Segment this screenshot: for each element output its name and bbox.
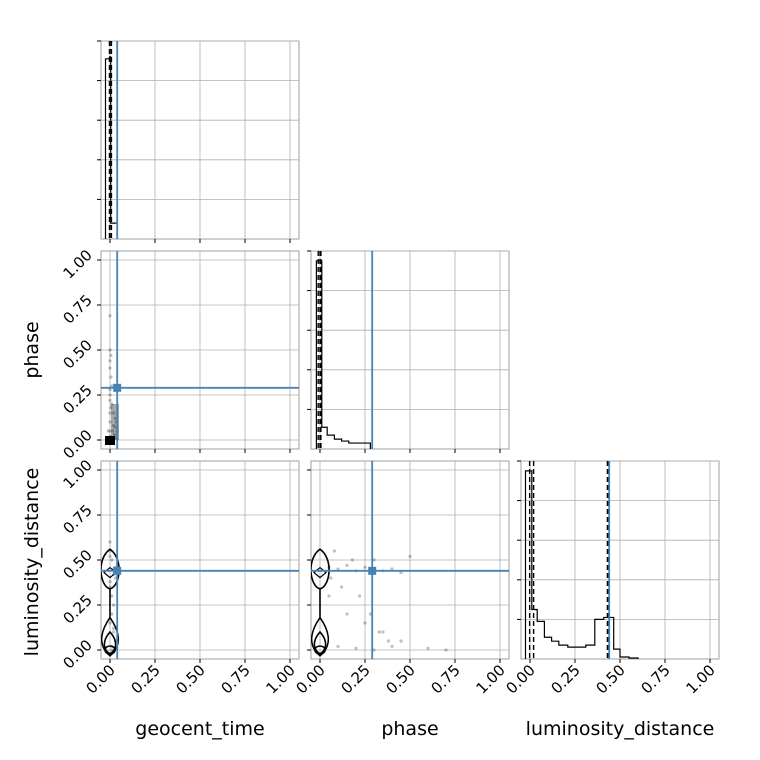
scatter-geocent-time-phase-point-21 (108, 429, 112, 433)
scatter-geocent-time-phase-point-3 (108, 359, 112, 363)
scatter-geocent-time-phase-point-0 (108, 314, 112, 318)
scatter-phase-luminosity-distance-point-24 (345, 612, 349, 616)
scatter-phase-luminosity-distance-contour-outer (311, 548, 330, 657)
scatter-geocent-time-phase-truth-marker (113, 383, 122, 392)
scatter-geocent-time-luminosity-distance-point-4 (113, 576, 117, 580)
scatter-phase-luminosity-distance-point-27 (399, 639, 403, 643)
scatter-geocent-time-luminosity-distance-truth-marker (113, 566, 122, 575)
scatter-phase-luminosity-distance-point-17 (336, 644, 340, 649)
scatter-geocent-time-phase-density-core (105, 436, 115, 445)
axis-labels: geocent_time phase luminosity_distance p… (21, 321, 714, 740)
scatter-phase-luminosity-distance-truth-marker (368, 566, 377, 575)
scatter-geocent-time-phase-point-18 (112, 433, 117, 437)
scatter-geocent-time-luminosity-distance-point-7 (112, 603, 116, 607)
hist-luminosity-distance-histogram (524, 470, 639, 659)
scatter-geocent-time-luminosity-distance-point-0 (108, 540, 112, 544)
scatter-phase-luminosity-distance-point-22 (444, 648, 448, 652)
scatter-phase-luminosity-distance-point-13 (358, 594, 362, 598)
scatter-geocent-time-phase-point-17 (111, 429, 115, 433)
scatter-geocent-time-luminosity-distance-contour-outer (101, 548, 120, 657)
scatter-geocent-time-phase-density-streak (111, 404, 119, 440)
scatter-phase-luminosity-distance-point-11 (340, 585, 344, 589)
scatter-geocent-time-phase-point-16 (106, 429, 110, 433)
scatter-phase-luminosity-distance-point-9 (408, 554, 412, 559)
scatter-geocent-time-phase-point-9 (108, 398, 112, 402)
scatter-phase-luminosity-distance-point-8 (399, 571, 403, 575)
scatter-phase-luminosity-distance-point-15 (377, 630, 381, 634)
scatter-geocent-time-phase-point-12 (113, 416, 117, 420)
scatter-geocent-time-phase-point-10 (110, 402, 114, 406)
scatter-geocent-time-phase-point-19 (109, 406, 113, 410)
scatter-phase-luminosity-distance-point-2 (345, 563, 349, 568)
scatter-geocent-time-phase-point-14 (113, 425, 117, 429)
ylabel-luminosity-distance: luminosity_distance (21, 468, 43, 657)
scatter-geocent-time-phase-point-4 (108, 366, 112, 370)
scatter-phase-luminosity-distance-point-28 (332, 549, 336, 553)
scatter-geocent-time-phase-point-6 (110, 384, 114, 388)
scatter-geocent-time-phase-point-7 (108, 388, 112, 392)
scatter-phase-luminosity-distance-point-23 (327, 594, 331, 598)
scatter-geocent-time-phase-point-23 (112, 424, 116, 428)
scatter-phase-luminosity-distance-contour-upper (313, 566, 327, 579)
xlabel-luminosity-distance: luminosity_distance (526, 718, 715, 740)
scatter-geocent-time-luminosity-distance-panel: 0.00 0.25 0.50 0.75 1.000.000.250.500.751.00 (59, 456, 300, 697)
scatter-geocent-time-luminosity-distance-point-6 (110, 594, 114, 598)
scatter-phase-luminosity-distance-point-4 (363, 565, 367, 569)
xlabel-geocent-time: geocent_time (135, 718, 264, 740)
scatter-geocent-time-luminosity-distance-point-10 (112, 630, 116, 634)
scatter-phase-luminosity-distance-point-10 (329, 576, 333, 580)
scatter-phase-luminosity-distance-point-26 (381, 630, 385, 634)
xlabel-phase: phase (381, 718, 438, 740)
scatter-geocent-time-luminosity-distance-point-8 (110, 612, 114, 616)
scatter-phase-luminosity-distance-point-25 (363, 621, 367, 625)
scatter-phase-luminosity-distance-point-29 (372, 558, 376, 562)
scatter-phase-luminosity-distance-point-21 (426, 646, 430, 650)
scatter-phase-luminosity-distance-point-7 (390, 567, 394, 571)
ylabel-phase: phase (21, 321, 43, 378)
scatter-phase-luminosity-distance-point-19 (372, 648, 376, 652)
hist-geocent-time-panel (97, 40, 300, 243)
scatter-phase-luminosity-distance-panel: 0.00 0.25 0.50 0.75 1.00 (292, 460, 510, 697)
scatter-phase-luminosity-distance-point-20 (390, 644, 394, 649)
scatter-geocent-time-phase-point-20 (108, 420, 112, 424)
scatter-geocent-time-luminosity-distance-point-2 (110, 558, 114, 562)
scatter-geocent-time-phase-point-5 (109, 375, 113, 379)
scatter-phase-luminosity-distance-point-14 (368, 612, 372, 616)
scatter-phase-luminosity-distance-point-1 (336, 567, 340, 571)
scatter-geocent-time-phase-point-15 (108, 411, 112, 415)
scatter-phase-luminosity-distance-point-16 (386, 639, 390, 643)
scatter-geocent-time-luminosity-distance-point-13 (108, 554, 112, 559)
scatter-geocent-time-luminosity-distance-contour-inner (104, 645, 116, 655)
scatter-phase-luminosity-distance-point-18 (354, 646, 358, 650)
scatter-geocent-time-phase-point-1 (108, 348, 112, 352)
hist-phase-panel (307, 250, 510, 453)
scatter-geocent-time-luminosity-distance-point-19 (112, 626, 116, 631)
scatter-geocent-time-phase-point-11 (112, 411, 116, 415)
scatter-geocent-time-phase-point-8 (108, 393, 112, 397)
scatter-phase-luminosity-distance-point-12 (350, 558, 354, 562)
scatter-phase-luminosity-distance-contour-inner (314, 645, 326, 655)
scatter-geocent-time-luminosity-distance-point-9 (108, 621, 112, 625)
scatter-geocent-time-luminosity-distance-point-15 (108, 580, 112, 584)
hist-phase-histogram (315, 260, 371, 449)
scatter-geocent-time-phase-point-2 (109, 353, 113, 357)
